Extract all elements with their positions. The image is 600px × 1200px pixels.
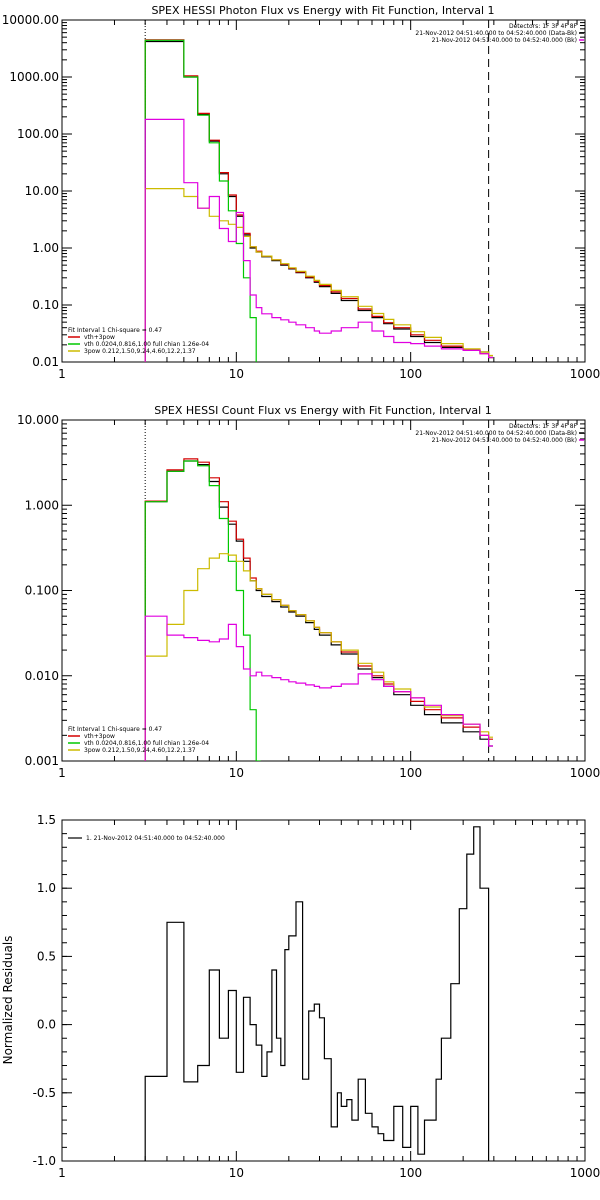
legend-label: vth 0.0204,0.816,1.00 full chian 1.26e-0…: [84, 740, 209, 747]
photon-flux-panel: SPEX HESSI Photon Flux vs Energy with Fi…: [2, 4, 600, 381]
info-text: Detectors: 1F 3F 4F 8F: [509, 23, 578, 30]
x-tick-label: 1000: [570, 1166, 600, 1180]
y-tick-label: 0.010: [25, 669, 59, 683]
legend-label: vth+3pow: [84, 733, 115, 740]
plot-frame: [61, 19, 586, 363]
x-tick-label: 1000: [570, 766, 600, 780]
x-tick-label: 1: [58, 766, 66, 780]
x-tick-label: 100: [399, 766, 422, 780]
x-tick-label: 100: [399, 367, 422, 381]
y-tick-label: 0.01: [32, 355, 59, 369]
y-tick-label: 0.0: [37, 1018, 56, 1032]
series-line-3pow: [144, 188, 493, 362]
count-flux-title: SPEX HESSI Count Flux vs Energy with Fit…: [154, 404, 491, 417]
series-line-vth: [144, 39, 257, 362]
x-tick-label: 10: [229, 367, 244, 381]
x-tick-label: 10: [229, 766, 244, 780]
legend-label: Fit Interval 1 Chi-square = 0.47: [68, 726, 162, 733]
series-line-vth: [144, 460, 261, 761]
y-tick-label: 0.5: [37, 949, 56, 963]
x-tick-label: 1: [58, 367, 66, 381]
series-line-3pow: [144, 553, 493, 761]
series-line-bk: [144, 615, 493, 761]
y-tick-label: 1.5: [37, 813, 56, 827]
info-text: 21-Nov-2012 04:51:40.000 to 04:52:40.000…: [432, 437, 577, 444]
x-tick-label: 1000: [570, 367, 600, 381]
y-tick-label: 0.10: [32, 298, 59, 312]
count-flux-panel: SPEX HESSI Count Flux vs Energy with Fit…: [17, 404, 600, 780]
residuals-ylabel: Normalized Residuals: [1, 936, 15, 1065]
residuals-panel: Normalized Residuals 1 10 100 1000 1.5 1.0 0.5…: [1, 813, 600, 1180]
legend-label: Fit Interval 1 Chi-square = 0.47: [68, 327, 162, 334]
info-text: 21-Nov-2012 04:51:40.000 to 04:52:40.000…: [432, 37, 577, 44]
photon-flux-title: SPEX HESSI Photon Flux vs Energy with Fi…: [151, 4, 494, 17]
y-tick-label: 1000.00: [9, 70, 59, 84]
y-tick-label: 1.00: [32, 241, 59, 255]
plot-frame: [61, 419, 586, 762]
y-tick-label: 10.00: [25, 184, 59, 198]
series-line-1-21-nov-2012-04-51-40-000-to-04-52-40-000: [144, 826, 490, 1161]
legend-label: 3pow 0.212,1.50,9.24,4.60,12.2,1.37: [84, 747, 196, 754]
legend-label: vth+3pow: [84, 334, 115, 341]
legend-label: 3pow 0.212,1.50,9.24,4.60,12.2,1.37: [84, 348, 196, 355]
x-tick-label: 100: [399, 1166, 422, 1180]
legend-label: vth 0.0204,0.816,1.00 full chian 1.26e-0…: [84, 341, 209, 348]
series-line-vth-3pow: [144, 39, 493, 362]
y-tick-label: 100.00: [17, 127, 59, 141]
y-tick-label: 1.0: [37, 881, 56, 895]
info-text: Detectors: 1F 3F 4F 8F: [509, 423, 578, 430]
y-tick-label: 1.000: [25, 498, 59, 512]
y-tick-label: -0.5: [33, 1086, 56, 1100]
info-text: 21-Nov-2012 04:51:40.000 to 04:52:40.000…: [415, 30, 577, 37]
y-tick-label: 10000.00: [2, 13, 59, 27]
x-tick-label: 10: [229, 1166, 244, 1180]
y-tick-label: 10.000: [17, 413, 59, 427]
x-tick-label: 1: [58, 1166, 66, 1180]
y-tick-label: -1.0: [33, 1154, 56, 1168]
y-tick-label: 0.001: [25, 754, 59, 768]
series-line-bk: [144, 118, 493, 362]
legend-label: 1. 21-Nov-2012 04:51:40.000 to 04:52:40.…: [86, 835, 225, 842]
info-text: 21-Nov-2012 04:51:40.000 to 04:52:40.000…: [415, 430, 577, 437]
y-tick-label: 0.100: [25, 584, 59, 598]
plot-frame: [61, 819, 586, 1162]
